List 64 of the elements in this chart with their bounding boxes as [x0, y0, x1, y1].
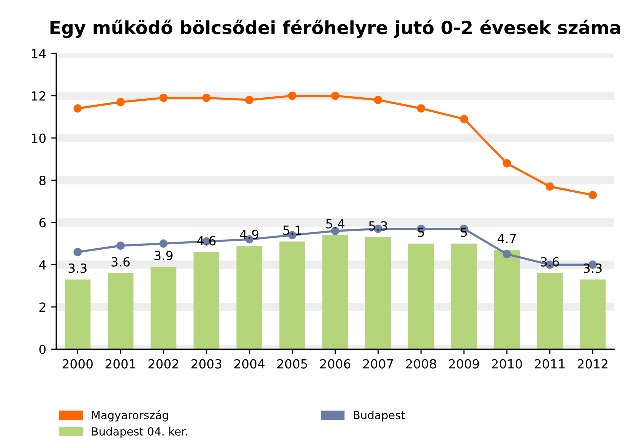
- point: [331, 92, 340, 100]
- x-tick-label: 2004: [234, 359, 265, 369]
- y-tick-label: 8: [40, 176, 46, 186]
- bar: [580, 280, 606, 350]
- y-tick-label: 14: [32, 49, 46, 59]
- data-label: 3.6: [541, 257, 560, 267]
- bar: [365, 238, 392, 350]
- point: [202, 94, 211, 102]
- point: [160, 240, 168, 248]
- chart-title: Egy működő bölcsődei férőhelyre jutó 0-2 évesek száma: [50, 20, 620, 38]
- bar: [322, 235, 348, 350]
- point: [546, 182, 554, 191]
- point: [417, 104, 426, 113]
- bar: [194, 252, 220, 350]
- x-tick-label: 2000: [62, 359, 93, 369]
- point: [245, 96, 254, 104]
- bar: [65, 280, 91, 350]
- legend-label: Magyarország: [92, 410, 168, 422]
- data-label: 3.3: [68, 264, 87, 274]
- bar: [280, 242, 306, 350]
- bar: [236, 246, 262, 350]
- point: [288, 92, 297, 100]
- y-tick-label: 0: [40, 344, 46, 354]
- data-label: 3.3: [584, 264, 602, 274]
- x-tick-label: 2007: [363, 359, 394, 369]
- data-label: 5.4: [326, 220, 345, 229]
- bar: [150, 267, 177, 350]
- point: [460, 115, 468, 124]
- bar: [451, 244, 478, 350]
- point: [588, 191, 598, 200]
- y-tick-label: 2: [40, 302, 46, 312]
- point: [74, 248, 82, 256]
- y-tick-label: 10: [32, 134, 46, 144]
- y-tick-label: 4: [39, 260, 46, 270]
- bar: [408, 244, 434, 350]
- x-tick-label: 2001: [106, 359, 136, 369]
- x-tick-label: 2012: [578, 359, 608, 369]
- data-label: 4.7: [498, 234, 516, 244]
- x-tick-label: 2006: [320, 359, 351, 369]
- bar: [537, 273, 563, 350]
- legend-label: Budapest: [354, 410, 406, 422]
- bar: [494, 250, 520, 350]
- data-label: 4.9: [240, 230, 259, 240]
- data-label: 3.9: [154, 251, 173, 260]
- bar: [108, 273, 134, 350]
- point: [74, 104, 82, 113]
- point: [374, 96, 383, 104]
- x-tick-label: 2002: [148, 359, 178, 369]
- x-tick-label: 2005: [278, 359, 308, 369]
- legend-label: Budapest 04. ker.: [92, 427, 188, 438]
- point: [160, 94, 168, 102]
- data-label: 5.1: [284, 226, 302, 236]
- data-label: 3.6: [112, 257, 130, 267]
- x-tick-label: 2009: [449, 359, 480, 369]
- point: [502, 250, 512, 259]
- x-tick-label: 2011: [535, 359, 565, 369]
- point: [116, 98, 125, 107]
- y-tick-label: 6: [40, 218, 46, 228]
- x-tick-label: 2003: [192, 359, 222, 369]
- x-tick-label: 2010: [492, 359, 522, 369]
- point: [502, 159, 512, 168]
- y-tick-label: 12: [32, 91, 46, 101]
- x-tick-label: 2008: [406, 359, 436, 369]
- point: [116, 242, 125, 250]
